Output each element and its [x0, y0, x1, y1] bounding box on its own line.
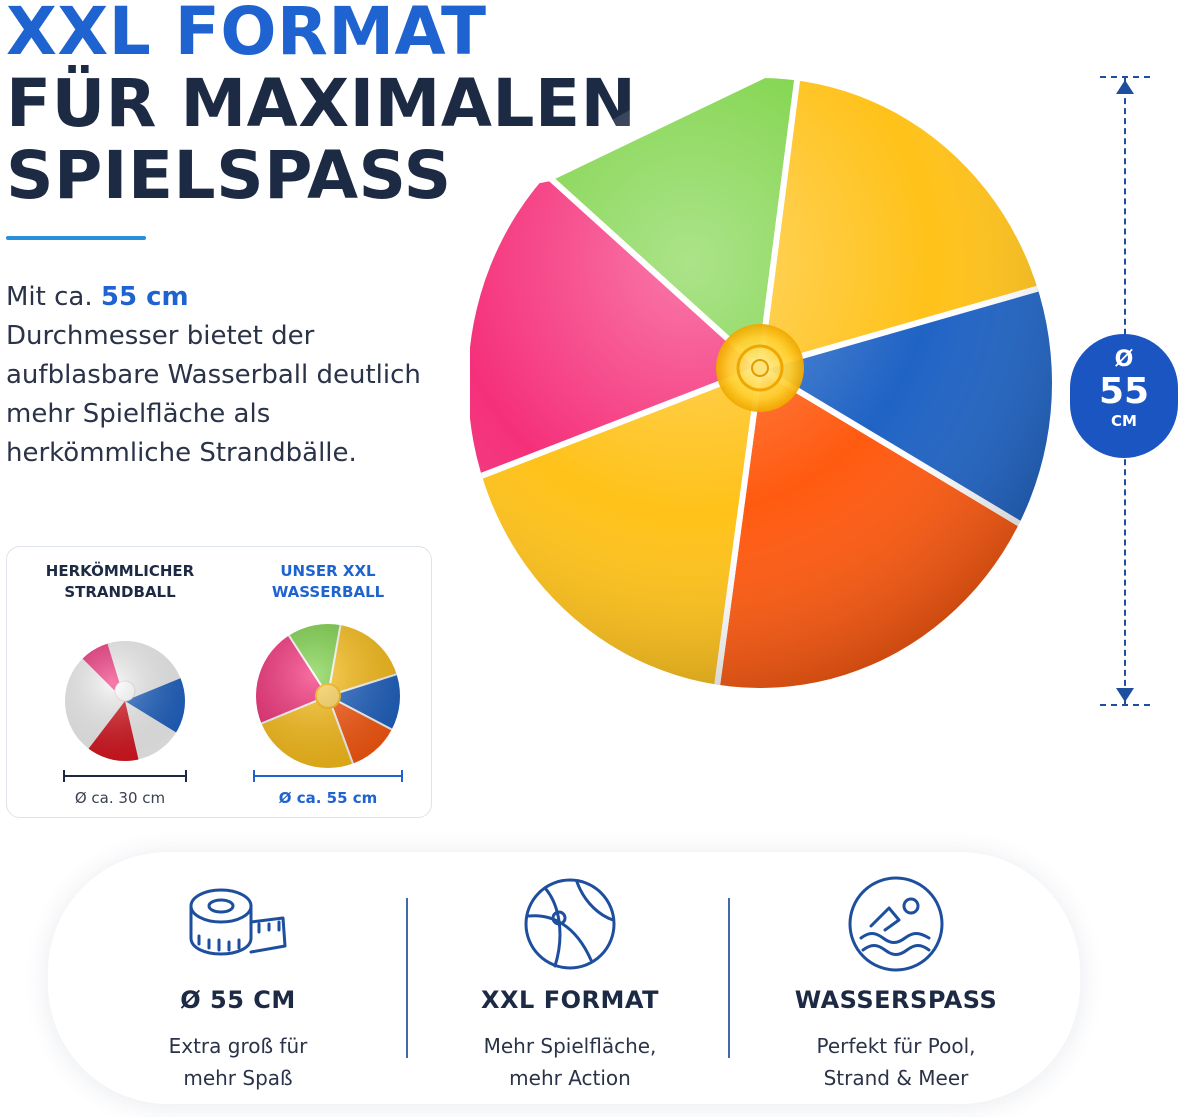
- headline-line-1: XXL FORMAT: [6, 0, 487, 70]
- comparison-right-title-2: WASSERBALL: [271, 583, 385, 601]
- feature-water-desc-2: Strand & Meer: [823, 1066, 969, 1090]
- feature-separator: [728, 898, 730, 1058]
- arrow-down-icon: [1116, 688, 1134, 702]
- diameter-value: 55: [1098, 371, 1150, 412]
- feature-format-title: XXL FORMAT: [481, 986, 659, 1014]
- xxl-ball-measure-line: [253, 770, 403, 782]
- arrow-up-icon: [1116, 80, 1134, 94]
- description-highlight: 55 cm: [100, 282, 189, 312]
- diameter-unit: CM: [1111, 412, 1137, 430]
- diameter-symbol: Ø: [1114, 347, 1134, 372]
- comparison-card: HERKÖMMLICHER STRANDBALL UNSER XXL WASSE…: [6, 546, 432, 818]
- headline: XXL FORMAT FÜR MAXIMALEN SPIELSPASS: [6, 0, 636, 212]
- feature-format: XXL FORMAT Mehr Spielfläche, mehr Action: [420, 852, 720, 1104]
- feature-size-desc-2: mehr Spaß: [183, 1066, 293, 1090]
- xxl-ball-size: Ø ca. 55 cm: [278, 789, 378, 807]
- feature-water-desc: Perfekt für Pool, Strand & Meer: [746, 1030, 1046, 1094]
- headline-line-3: SPIELSPASS: [6, 137, 452, 214]
- diameter-badge: Ø 55 CM: [1070, 334, 1178, 458]
- classic-beach-ball-image: [65, 641, 185, 761]
- feature-size: Ø 55 CM Extra groß für mehr Spaß: [88, 852, 388, 1104]
- feature-strip: Ø 55 CM Extra groß für mehr Spaß XXL FOR…: [48, 852, 1080, 1104]
- accent-divider: [6, 236, 146, 240]
- comparison-right-title: UNSER XXL WASSERBALL: [233, 561, 423, 603]
- comparison-left-title-1: HERKÖMMLICHER: [45, 562, 195, 580]
- feature-size-desc-1: Extra groß für: [168, 1034, 308, 1058]
- dimension-top-tick: [1100, 76, 1150, 78]
- classic-ball-measure-line: [63, 770, 187, 782]
- tape-measure-icon: [189, 888, 287, 956]
- feature-water-title: WASSERSPASS: [794, 986, 998, 1014]
- xxl-beach-ball-small-image: [256, 624, 400, 768]
- xxl-beach-ball-image: [470, 78, 1052, 688]
- comparison-right-title-1: UNSER XXL: [280, 562, 376, 580]
- feature-format-desc-1: Mehr Spielfläche,: [483, 1034, 657, 1058]
- feature-size-desc: Extra groß für mehr Spaß: [88, 1030, 388, 1094]
- feature-format-desc-2: mehr Action: [509, 1066, 631, 1090]
- comparison-left-title-2: STRANDBALL: [64, 583, 176, 601]
- beach-ball-icon: [524, 878, 616, 970]
- feature-separator: [406, 898, 408, 1058]
- feature-water-desc-1: Perfekt für Pool,: [816, 1034, 976, 1058]
- swimmer-icon: [848, 876, 944, 972]
- headline-line-2: FÜR MAXIMALEN: [6, 65, 637, 142]
- description: Mit ca. 55 cm Durchmesser bietet der auf…: [6, 278, 426, 473]
- feature-format-desc: Mehr Spielfläche, mehr Action: [420, 1030, 720, 1094]
- comparison-left-title: HERKÖMMLICHER STRANDBALL: [25, 561, 215, 603]
- feature-water: WASSERSPASS Perfekt für Pool, Strand & M…: [746, 852, 1046, 1104]
- description-prefix: Mit ca.: [6, 282, 101, 312]
- feature-size-title: Ø 55 CM: [180, 986, 296, 1014]
- classic-ball-size: Ø ca. 30 cm: [74, 789, 166, 807]
- description-rest: Durchmesser bietet der aufblasbare Wasse…: [6, 321, 421, 468]
